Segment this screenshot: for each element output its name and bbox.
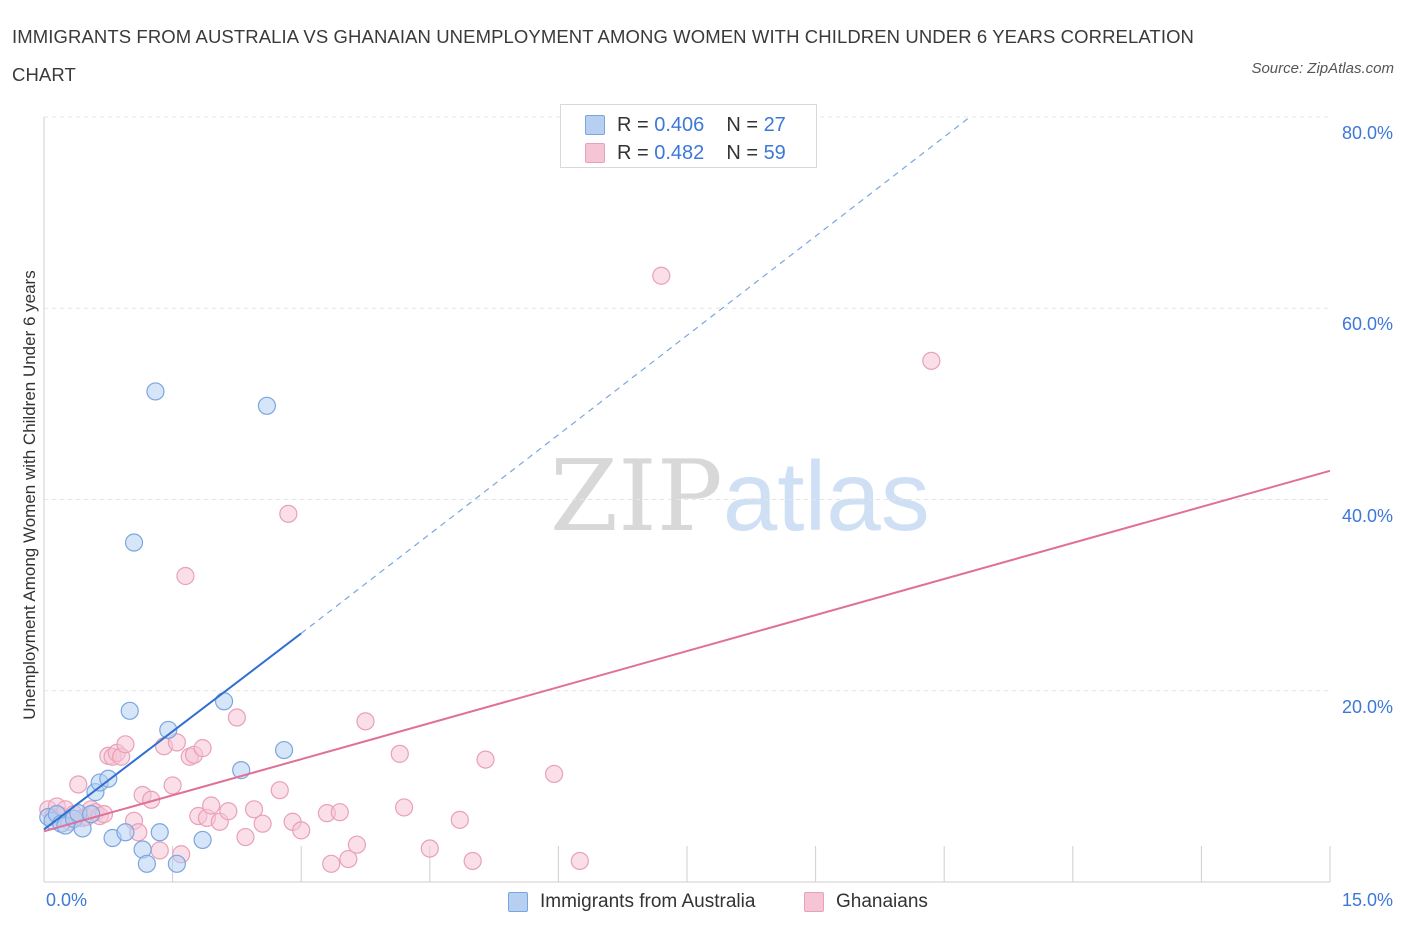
x-tick-label-max: 15.0% <box>1341 890 1393 910</box>
stats-legend: R = 0.406 N = 27 R = 0.482 N = 59 <box>560 104 817 168</box>
point-ghanaians <box>545 764 564 784</box>
trend-line-australia-extension <box>300 116 971 634</box>
bottom-legend-label-ghanaians: Ghanaians <box>836 891 928 912</box>
legend-row-australia: R = 0.406 N = 27 <box>585 111 786 139</box>
legend-n-label: N = <box>726 141 758 164</box>
point-ghanaians <box>463 851 482 871</box>
point-australia <box>274 740 294 760</box>
x-tick-label-min: 0.0% <box>46 890 88 910</box>
point-ghanaians <box>339 849 358 869</box>
trend-line-australia <box>43 632 302 831</box>
point-ghanaians <box>236 827 255 847</box>
point-ghanaians <box>176 566 195 586</box>
legend-r-label: R = <box>617 113 649 136</box>
point-australia <box>146 382 165 401</box>
axes <box>43 117 1331 883</box>
point-ghanaians <box>652 266 671 285</box>
legend-row-ghanaians: R = 0.482 N = 59 <box>585 139 786 167</box>
point-ghanaians <box>69 775 88 794</box>
y-tick-label: 40.0% <box>1341 505 1393 526</box>
point-australia <box>257 396 277 415</box>
bottom-legend-australia: Immigrants from Australia <box>508 888 755 916</box>
point-australia <box>137 854 156 873</box>
legend-n-label: N = <box>726 113 758 136</box>
trend-line-ghanaians <box>43 469 1331 833</box>
point-ghanaians <box>347 835 367 854</box>
point-australia <box>150 823 169 842</box>
point-ghanaians <box>116 735 135 754</box>
point-ghanaians <box>270 781 289 800</box>
point-ghanaians <box>330 803 349 822</box>
y-tick-label: 60.0% <box>1341 314 1393 335</box>
trend-lines <box>43 116 1331 833</box>
point-ghanaians <box>922 351 941 370</box>
point-ghanaians <box>279 504 298 523</box>
point-ghanaians <box>163 776 182 795</box>
legend-r-label: R = <box>617 141 649 164</box>
point-ghanaians <box>394 798 414 817</box>
legend-r-value-australia: 0.406 <box>654 113 705 136</box>
point-ghanaians <box>390 744 409 763</box>
point-ghanaians <box>322 854 341 873</box>
legend-swatch-australia <box>585 115 605 135</box>
point-australia <box>120 701 139 720</box>
y-tick-label: 20.0% <box>1341 696 1393 717</box>
point-ghanaians <box>202 796 221 815</box>
watermark: ZIPatlas <box>550 440 930 554</box>
data-points <box>39 266 941 873</box>
point-australia <box>124 533 144 552</box>
point-ghanaians <box>227 708 246 727</box>
point-ghanaians <box>292 821 311 840</box>
point-ghanaians <box>253 814 272 833</box>
point-ghanaians <box>450 810 469 829</box>
point-australia <box>167 854 186 873</box>
chart-title: IMMIGRANTS FROM AUSTRALIA VS GHANAIAN UN… <box>12 26 1195 85</box>
bottom-legend-label-australia: Immigrants from Australia <box>540 891 756 912</box>
watermark-zip: ZIP <box>550 440 723 554</box>
point-ghanaians <box>476 750 495 769</box>
point-ghanaians <box>420 839 439 858</box>
bottom-legend-ghanaians: Ghanaians <box>804 888 928 916</box>
legend-n-value-ghanaians: 59 <box>763 141 786 164</box>
bottom-legend-swatch-australia <box>508 892 528 912</box>
point-australia <box>116 823 135 842</box>
point-australia <box>193 830 212 850</box>
point-australia <box>159 720 178 740</box>
source-label: Source: ZipAtlas.com <box>1251 60 1394 77</box>
bottom-legend-swatch-ghanaians <box>804 892 824 912</box>
point-ghanaians <box>193 739 212 758</box>
point-ghanaians <box>150 841 169 860</box>
point-ghanaians <box>244 800 264 819</box>
point-ghanaians <box>356 712 375 731</box>
watermark-atlas: atlas <box>722 441 930 551</box>
legend-n-value-australia: 27 <box>763 113 786 136</box>
point-ghanaians <box>167 733 186 752</box>
y-tick-label: 80.0% <box>1341 123 1393 143</box>
grid <box>44 116 1330 692</box>
y-axis-label: Unemployment Among Women with Children U… <box>20 270 39 720</box>
point-australia <box>214 692 234 711</box>
point-ghanaians <box>570 851 589 871</box>
legend-swatch-ghanaians <box>585 143 605 163</box>
point-ghanaians <box>219 802 238 821</box>
legend-r-value-ghanaians: 0.482 <box>654 141 705 164</box>
